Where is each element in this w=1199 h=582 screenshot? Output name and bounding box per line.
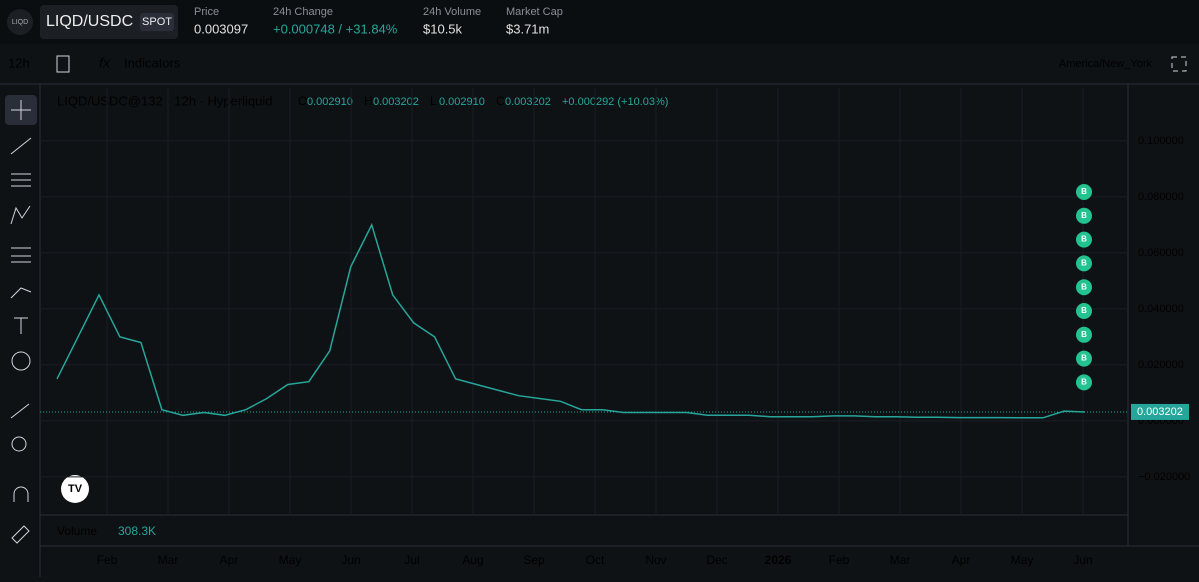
buy-marker[interactable] — [1076, 303, 1092, 319]
stat-value: 0.003097 — [194, 21, 248, 36]
ohlc-value: 0.003202 — [373, 96, 419, 108]
indicators[interactable]: Indicators — [124, 55, 181, 70]
drawing-tools — [10, 100, 32, 544]
x-tick-label: Jun — [341, 553, 360, 567]
symbol: LIQD/USDC — [46, 13, 133, 30]
x-tick-label: Jun — [1073, 553, 1092, 567]
ohlc-key: C — [496, 94, 505, 108]
stat-label: 24h Volume — [423, 6, 481, 18]
buy-marker-label: B — [1081, 187, 1087, 196]
y-tick-label: 0.100000 — [1138, 135, 1184, 147]
x-tick-label: Dec — [706, 553, 727, 567]
logo — [7, 9, 33, 35]
buy-marker-label: B — [1081, 306, 1087, 315]
y-tick-label: 0.020000 — [1138, 359, 1184, 371]
buy-marker-label: B — [1081, 330, 1087, 339]
fx-icon: fx — [99, 55, 111, 71]
volume-label: Volume — [57, 524, 97, 538]
volume-value: 308.3K — [118, 524, 156, 538]
x-tick-label: Apr — [220, 553, 239, 567]
stat-label: Price — [194, 6, 219, 18]
x-tick-label: Feb — [829, 553, 850, 567]
candle-icon[interactable] — [56, 55, 70, 73]
last-price-box — [1131, 403, 1189, 420]
buy-marker-label: B — [1081, 235, 1087, 244]
x-tick-label: May — [1011, 553, 1034, 567]
buy-marker[interactable] — [1076, 255, 1092, 272]
x-tick-label: Nov — [645, 553, 666, 567]
stat-value: +0.000748 / +31.84% — [273, 21, 398, 36]
tv-logo — [61, 475, 89, 503]
x-tick-label: Feb — [97, 553, 118, 567]
buy-marker-label: B — [1081, 354, 1087, 363]
buy-marker[interactable] — [1076, 374, 1092, 391]
interval[interactable]: 12h — [8, 55, 30, 70]
ohlc-key: O — [298, 94, 307, 108]
x-tick-label: Apr — [952, 553, 971, 567]
buy-marker-label: B — [1081, 282, 1087, 291]
x-tick-label: Oct — [586, 553, 605, 567]
x-tick-label: Mar — [158, 553, 179, 567]
buy-marker-label: B — [1081, 211, 1087, 220]
stat-value: $3.71m — [506, 21, 549, 36]
tv-logo-text: TV — [68, 483, 83, 495]
ohlc-key: H — [364, 94, 373, 108]
buy-marker[interactable] — [1076, 279, 1092, 296]
buy-marker[interactable] — [1076, 350, 1092, 367]
timezone[interactable]: America/New_York — [1059, 58, 1153, 70]
stat-label: Market Cap — [506, 6, 563, 18]
legend-title: LIQD/USDC@132 · 12h · Hyperliquid — [57, 93, 273, 108]
buy-marker[interactable] — [1076, 207, 1092, 224]
ohlc-value: 0.003202 — [505, 96, 551, 108]
badge — [140, 13, 174, 31]
x-tick-label: Sep — [523, 553, 545, 567]
ohlc-value: 0.002910 — [439, 96, 485, 108]
buy-marker[interactable] — [1076, 231, 1092, 248]
y-tick-label: 0.040000 — [1138, 303, 1184, 315]
y-tick-label: 0.060000 — [1138, 247, 1184, 259]
logo-text: LIQD — [12, 19, 28, 26]
y-tick-label: −0.020000 — [1138, 471, 1190, 483]
badge-text: SPOT — [142, 16, 172, 28]
buy-marker-label: B — [1081, 259, 1087, 268]
stat-label: 24h Change — [273, 6, 333, 18]
buy-marker[interactable] — [1076, 184, 1092, 200]
price-line — [56, 222, 1086, 419]
x-tick-label: Aug — [462, 553, 483, 567]
stat-value: $10.5k — [423, 21, 463, 36]
fullscreen[interactable] — [1171, 56, 1187, 72]
legend-change: +0.000292 (+10.03%) — [562, 96, 668, 108]
x-tick-label: Mar — [890, 553, 911, 567]
ohlc-key: L — [430, 94, 437, 108]
y-tick-label: 0.080000 — [1138, 191, 1184, 203]
ohlc-value: 0.002910 — [307, 96, 353, 108]
x-tick-label: May — [279, 553, 302, 567]
x-tick-label: Jul — [404, 553, 419, 567]
buy-marker-label: B — [1081, 378, 1087, 387]
last-price-label: 0.003202 — [1137, 406, 1183, 418]
header-bar — [0, 0, 1199, 44]
x-tick-label: 2026 — [765, 553, 792, 567]
buy-marker[interactable] — [1076, 326, 1092, 343]
